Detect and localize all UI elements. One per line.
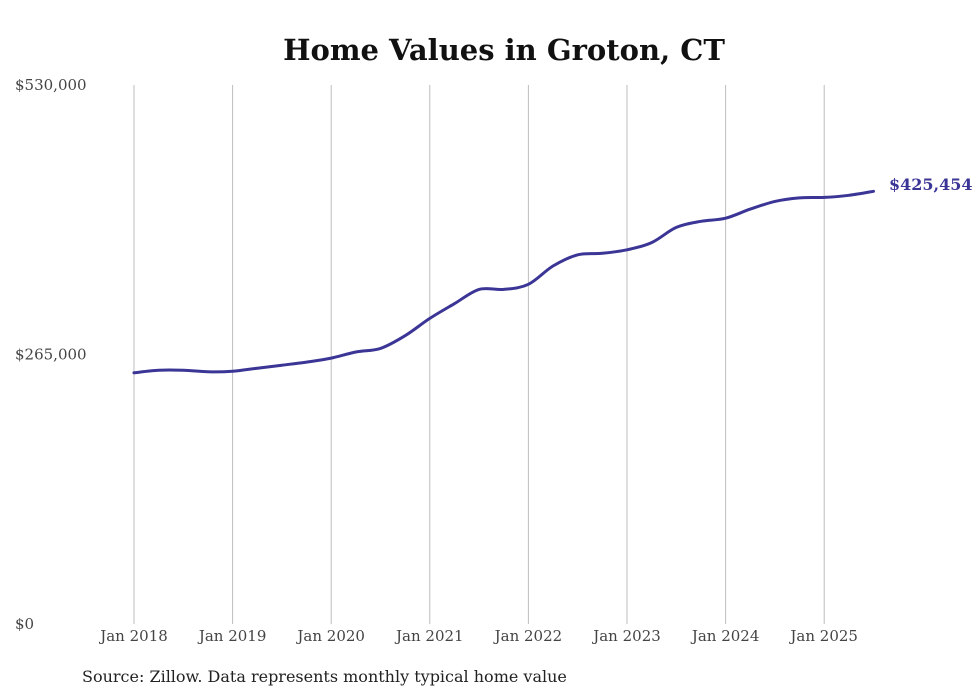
x-tick-label: Jan 2025 bbox=[788, 627, 858, 645]
grid-lines bbox=[133, 85, 825, 624]
x-tick-label: Jan 2022 bbox=[493, 627, 563, 645]
chart-title: Home Values in Groton, CT bbox=[283, 33, 725, 67]
source-note: Source: Zillow. Data represents monthly … bbox=[82, 667, 567, 686]
end-value-label: $425,454 bbox=[889, 175, 973, 194]
y-tick-label: $0 bbox=[15, 615, 34, 633]
series-layer bbox=[132, 189, 875, 375]
x-tick-label: Jan 2019 bbox=[197, 627, 267, 645]
y-tick-label: $530,000 bbox=[15, 76, 87, 94]
x-tick-label: Jan 2020 bbox=[295, 627, 365, 645]
series-line bbox=[132, 189, 875, 375]
x-tick-label: Jan 2024 bbox=[690, 627, 760, 645]
x-tick-label: Jan 2023 bbox=[591, 627, 661, 645]
y-axis-ticks: $0 $265,000 $530,000 bbox=[15, 76, 87, 633]
x-axis-ticks: Jan 2018 Jan 2019 Jan 2020 Jan 2021 Jan 2022… bbox=[98, 627, 858, 645]
x-tick-label: Jan 2018 bbox=[98, 627, 168, 645]
y-tick-label: $265,000 bbox=[15, 346, 87, 364]
x-tick-label: Jan 2021 bbox=[394, 627, 464, 645]
